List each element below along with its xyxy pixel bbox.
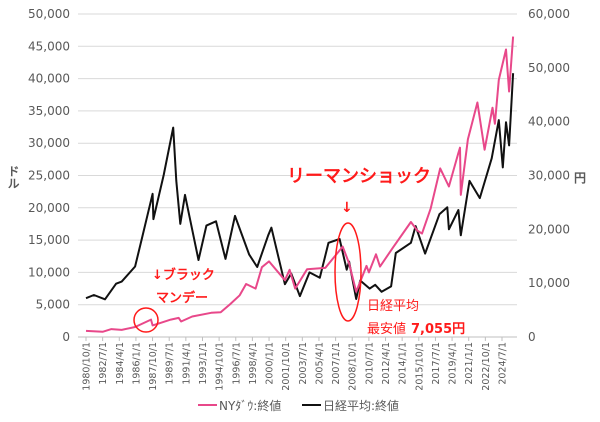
right-axis-label: 円 (574, 171, 586, 185)
x-tick-label: 1991/4/1 (181, 342, 192, 385)
x-tick-label: 1989/7/1 (165, 342, 176, 385)
right-tick-label: 60,000 (528, 7, 570, 21)
x-tick-label: 2008/10/1 (348, 342, 359, 391)
x-tick-label: 1998/4/1 (248, 342, 259, 385)
left-tick-label: 10,000 (28, 265, 70, 279)
x-tick-label: 1984/4/1 (115, 342, 126, 385)
nikkei-low-label-1: 日経平均 (367, 299, 419, 314)
x-tick-label: 2015/10/1 (414, 342, 425, 391)
nikkei-low-prefix: 最安値 (367, 321, 406, 337)
series-line-nikkei (85, 73, 515, 301)
nikkei-low-value: 7,055円 (411, 322, 465, 337)
x-tick-label: 1993/1/1 (198, 342, 209, 385)
black-monday-label-2: マンデー (156, 290, 208, 306)
gridlines (78, 13, 517, 338)
x-tick-label: 2000/1/1 (265, 342, 276, 385)
legend-label-nikkei: 日経平均:終値 (323, 398, 399, 413)
black-monday-circle (133, 307, 159, 333)
x-tick-label: 1996/7/1 (231, 342, 242, 385)
right-tick-label: 40,000 (528, 115, 570, 129)
legend-label-nydow: NYﾀﾞｳ:終値 (219, 398, 281, 413)
x-tick-label: 2012/4/1 (381, 342, 392, 385)
left-tick-label: 35,000 (28, 104, 70, 118)
x-tick-label: 1986/1/1 (131, 342, 142, 385)
x-tick-label: 2017/7/1 (431, 342, 442, 385)
left-tick-label: 45,000 (28, 39, 70, 53)
lehman-arrow: ↓ (341, 200, 353, 216)
left-tick-label: 30,000 (28, 136, 70, 150)
x-axis-ticks: 1980/10/1 1982/7/1 1984/4/1 1986/1/1 1987/10… (82, 337, 509, 391)
series-line-nydow (85, 36, 515, 333)
right-tick-label: 30,000 (528, 169, 570, 183)
left-tick-label: 40,000 (28, 72, 70, 86)
x-tick-label: 2014/1/1 (398, 342, 409, 385)
x-tick-label: 2021/1/1 (464, 342, 475, 385)
right-tick-label: 50,000 (528, 61, 570, 75)
x-tick-label: 2022/10/1 (481, 342, 492, 391)
black-monday-label-1: ↓ブラック (152, 267, 215, 283)
x-tick-label: 2005/4/1 (314, 342, 325, 385)
left-tick-label: 50,000 (28, 7, 70, 21)
x-tick-label: 2024/7/1 (498, 342, 509, 385)
left-tick-label: 20,000 (28, 201, 70, 215)
x-tick-label: 1982/7/1 (98, 342, 109, 385)
right-tick-label: 0 (528, 330, 536, 344)
lehman-ellipse (334, 222, 362, 322)
x-tick-label: 1987/10/1 (148, 342, 159, 391)
series-lines (85, 36, 515, 333)
x-tick-label: 2010/7/1 (364, 342, 375, 385)
legend: NYﾀﾞｳ:終値 日経平均:終値 (198, 398, 399, 413)
right-tick-label: 20,000 (528, 222, 570, 236)
left-tick-label: 25,000 (28, 169, 70, 183)
x-tick-label: 2019/4/1 (448, 342, 459, 385)
left-tick-label: 15,000 (28, 233, 70, 247)
x-tick-label: 1980/10/1 (82, 342, 93, 391)
left-axis-ticks: 0 5,000 10,000 15,000 20,000 25,000 30,000 35,0… (28, 7, 70, 344)
right-tick-label: 10,000 (528, 276, 570, 290)
x-tick-label: 1994/10/1 (215, 342, 226, 391)
x-tick-label: 2007/1/1 (331, 342, 342, 385)
left-tick-label: 5,000 (36, 298, 70, 312)
left-tick-label: 0 (62, 330, 70, 344)
left-axis-label: ドル (6, 165, 20, 189)
right-axis-ticks: 0 10,000 20,000 30,000 40,000 50,000 60,000 (528, 7, 570, 344)
lehman-label: リーマンショック (287, 166, 431, 187)
x-tick-label: 2001/10/1 (281, 342, 292, 391)
x-tick-label: 2003/7/1 (298, 342, 309, 385)
left-axis-label-text: ドル (6, 165, 20, 189)
nikkei-low-label-2: 最安値 7,055円 (367, 321, 465, 337)
